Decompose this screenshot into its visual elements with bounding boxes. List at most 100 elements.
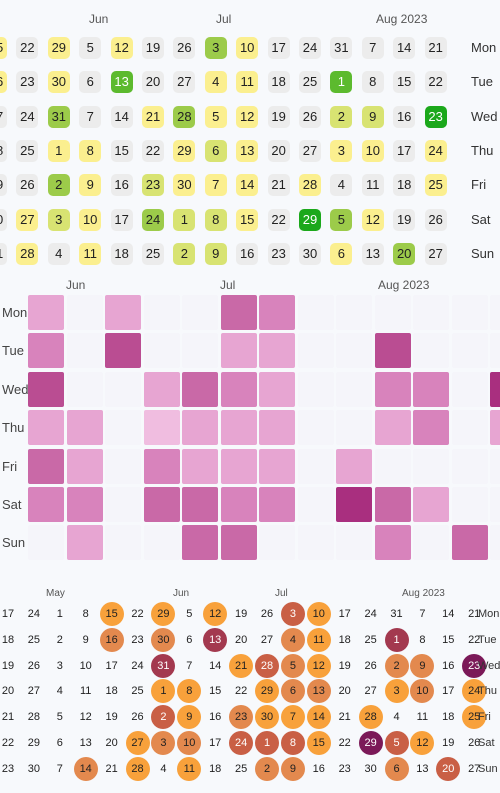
weekday-label: Tue [471,74,493,90]
day-cell: 11 [177,756,202,781]
day-cell: 25 [364,633,377,646]
heat-cell [143,525,180,561]
day-cell: 23 [229,705,254,730]
day-cell: 27 [468,762,481,775]
day-cell: 27 [424,242,447,265]
heat-cell [220,295,257,330]
heat-cell [105,448,141,484]
day-cell: 1 [173,208,196,231]
month-label: Jul [216,12,232,26]
month-label: Jul [275,588,288,599]
day-cell: 20 [0,208,7,231]
heat-cell [143,487,180,522]
heat-cell [143,371,180,407]
heat-cell [28,333,64,369]
day-cell: 3 [47,208,70,231]
day-cell: 20 [338,685,351,698]
day-cell: 17 [393,139,416,162]
heat-cell [143,333,180,369]
day-cell: 13 [306,679,331,704]
day-cell: 11 [236,71,259,94]
month-label: May [46,588,65,599]
day-cell: 28 [125,756,150,781]
day-cell: 21 [142,105,164,128]
day-cell: 15 [0,37,7,59]
day-cell: 14 [306,705,331,730]
day-cell: 9 [361,105,384,128]
day-cell: 5 [384,731,409,755]
day-cell: 18 [209,762,222,775]
heat-cell [259,333,295,369]
heat-cell [374,448,411,484]
day-cell: 9 [79,174,102,197]
day-cell: 6 [280,679,305,704]
day-cell: 14 [442,608,455,620]
day-cell: 26 [299,105,321,128]
day-cell: 5 [79,37,102,59]
day-cell: 18 [110,242,133,265]
day-cell: 7 [361,37,384,59]
day-cell: 29 [27,737,41,749]
day-cell: 19 [234,608,248,620]
heat-cell [451,410,488,446]
day-cell: 4 [56,685,63,698]
heat-cell [374,525,411,561]
day-cell: 25 [424,174,447,197]
heat-cell [28,371,64,407]
heat-cell [413,448,449,484]
day-cell: 26 [260,608,274,620]
heat-cell [66,487,103,522]
heat-cell [451,371,488,407]
day-cell: 30 [364,762,377,775]
day-cell: 11 [306,627,331,652]
day-cell: 11 [79,242,102,265]
day-cell: 6 [330,242,353,265]
day-cell: 23 [424,105,447,128]
day-cell: 12 [236,105,259,128]
day-cell: 1 [56,608,63,620]
heat-cell [336,487,372,522]
day-cell: 28 [358,705,383,730]
heat-cell [182,487,218,522]
day-cell: 10 [306,602,331,626]
day-cell: 24 [229,731,254,755]
heat-cell [336,410,372,446]
day-cell: 16 [110,174,133,197]
heat-cell [182,448,218,484]
day-cell: 15 [209,685,222,698]
day-cell: 22 [338,737,351,749]
day-cell: 16 [209,711,222,724]
month-label: Aug 2023 [376,12,428,26]
heat-cell [220,487,257,522]
day-cell: 4 [280,627,305,652]
day-cell: 25 [142,242,164,265]
day-cell: 12 [79,711,92,724]
day-cell: 13 [416,762,429,775]
month-label: Jun [66,278,86,292]
day-cell: 30 [27,762,41,775]
day-cell: 20 [1,685,15,698]
heat-cell [259,295,295,330]
day-cell: 29 [173,139,196,162]
heat-cell [105,371,141,407]
day-cell: 3 [204,37,227,59]
heat-cell [413,333,449,369]
day-cell: 10 [361,139,384,162]
day-cell: 5 [56,711,63,724]
day-cell: 17 [267,37,290,59]
heat-cell [259,448,295,484]
day-cell: 25 [299,71,321,94]
day-cell: 13 [361,242,384,265]
day-cell: 23 [338,762,351,775]
weekday-label: Fri [2,458,18,474]
day-cell: 20 [436,756,461,781]
heat-cell [220,448,257,484]
day-cell: 13 [236,139,259,162]
day-cell: 27 [364,685,377,698]
day-cell: 9 [82,633,89,646]
day-cell: 19 [393,208,416,231]
day-cell: 23 [16,71,39,94]
heat-cell [451,448,488,484]
day-cell: 10 [79,659,92,672]
day-cell: 27 [125,731,150,755]
